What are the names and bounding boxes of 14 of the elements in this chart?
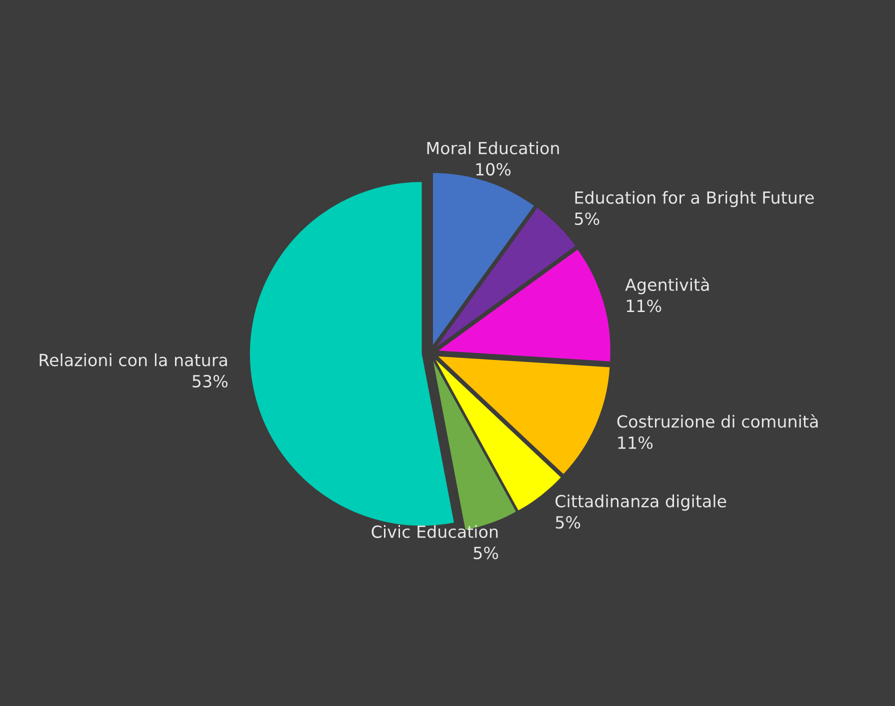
data-label: 5% — [574, 212, 600, 226]
slice-label: Civic Education — [372, 525, 498, 538]
slice-label: Agentività — [625, 277, 709, 294]
slice-label: Relazioni con la natura — [40, 353, 227, 366]
data-label: 53% — [192, 374, 228, 388]
slice-label: Education for a Bright Future — [575, 190, 814, 208]
data-label: 11% — [626, 300, 662, 312]
data-label: 10% — [476, 162, 511, 176]
slice-label: Costruzione di comunità — [617, 414, 818, 428]
data-label: 5% — [474, 546, 498, 560]
slice-label: Moral Education — [427, 141, 559, 154]
slice-label: Cittadinanza digitale — [556, 494, 726, 511]
data-label: 5% — [556, 516, 580, 529]
data-label: 11% — [618, 436, 653, 449]
